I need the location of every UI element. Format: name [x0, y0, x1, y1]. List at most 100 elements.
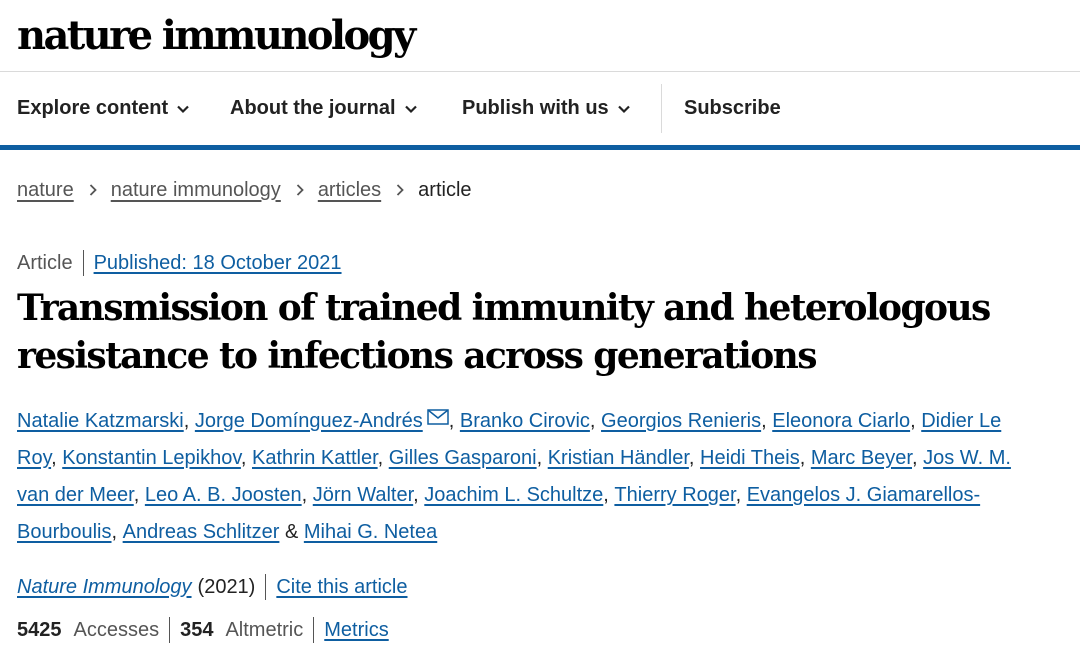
metrics-link[interactable]: Metrics: [324, 618, 389, 641]
author-item: Marc Beyer,: [811, 447, 923, 469]
author-link[interactable]: Didier Le Roy: [17, 410, 1002, 469]
journal-link[interactable]: Nature Immunology: [17, 575, 192, 598]
published-date-link[interactable]: Published: 18 October 2021: [93, 251, 342, 274]
author-link[interactable]: Joachim L. Schultze: [424, 484, 604, 506]
nav-explore-content-label: Explore content: [17, 97, 169, 119]
author-link[interactable]: Kristian Händler: [547, 447, 689, 469]
author-separator: ,: [688, 447, 701, 469]
accesses-count: 5425: [17, 618, 62, 641]
author-separator: &: [279, 521, 304, 543]
breadcrumb-nature-immunology[interactable]: nature immunology: [110, 178, 281, 201]
author-link[interactable]: Heidi Theis: [700, 447, 800, 469]
author-link[interactable]: Konstantin Lepikhov: [62, 447, 241, 469]
author-link[interactable]: Evangelos J. Giamarellos-Bourboulis: [17, 484, 981, 543]
author-item: Kathrin Kattler,: [252, 447, 389, 469]
author-link[interactable]: Natalie Katzmarski: [17, 410, 184, 432]
article-type: Article: [17, 251, 73, 274]
author-link[interactable]: Andreas Schlitzer: [122, 521, 280, 543]
author-separator: ,: [603, 484, 615, 506]
nav-explore-content[interactable]: Explore content: [17, 72, 190, 145]
chevron-down-icon: [404, 105, 417, 113]
author-separator: ,: [448, 410, 460, 432]
metrics-divider: [169, 617, 171, 643]
breadcrumb-articles[interactable]: articles: [317, 178, 382, 201]
author-link[interactable]: Jörn Walter: [312, 484, 414, 506]
author-separator: ,: [111, 521, 123, 543]
publication-year: (2021): [197, 575, 256, 598]
author-item: Evangelos J. Giamarellos-Bourboulis,: [17, 484, 980, 543]
author-item: Joachim L. Schultze,: [424, 484, 614, 506]
article-title: Transmission of trained immunity and het…: [17, 287, 991, 377]
altmetric-count: 354: [180, 618, 214, 641]
author-item: Mihai G. Netea: [304, 521, 437, 543]
chevron-right-icon: [296, 184, 304, 196]
author-link[interactable]: Jos W. M. van der Meer: [17, 447, 1011, 506]
author-separator: ,: [183, 410, 195, 432]
author-link[interactable]: Branko Cirovic: [459, 410, 590, 432]
author-separator: ,: [301, 484, 313, 506]
author-list: Natalie Katzmarski, Jorge Domínguez-Andr…: [17, 403, 1027, 551]
chevron-right-icon: [89, 184, 97, 196]
chevron-right-icon: [397, 184, 404, 196]
author-item: Gilles Gasparoni,: [389, 447, 548, 469]
author-link[interactable]: Leo A. B. Joosten: [144, 484, 302, 506]
breadcrumb-current: article: [418, 178, 472, 201]
author-link[interactable]: Marc Beyer: [810, 447, 912, 469]
chevron-down-icon: [617, 105, 630, 113]
main-nav: Explore content About the journal Publis…: [0, 72, 1080, 150]
author-item: Konstantin Lepikhov,: [62, 447, 252, 469]
site-header: nature immunology: [0, 0, 1080, 72]
author-separator: ,: [133, 484, 145, 506]
author-item: Jos W. M. van der Meer,: [17, 447, 1011, 506]
author-item: Thierry Roger,: [614, 484, 746, 506]
author-separator: ,: [735, 484, 747, 506]
author-separator: ,: [413, 484, 425, 506]
breadcrumb-nature[interactable]: nature: [17, 178, 74, 201]
author-item: Kristian Händler,: [548, 447, 700, 469]
citation-line: Nature Immunology (2021) Cite this artic…: [17, 574, 408, 600]
author-link[interactable]: Jorge Domínguez-Andrés: [194, 410, 423, 432]
mail-icon[interactable]: [426, 409, 449, 425]
author-separator: ,: [536, 447, 548, 469]
author-item: Heidi Theis,: [700, 447, 811, 469]
author-link[interactable]: Mihai G. Netea: [303, 521, 438, 543]
author-item: Natalie Katzmarski,: [17, 410, 195, 432]
article-metrics: 5425 Accesses 354 Altmetric Metrics: [17, 617, 389, 643]
nav-about-journal[interactable]: About the journal: [230, 72, 418, 145]
author-separator: ,: [589, 410, 602, 432]
author-item: Leo A. B. Joosten,: [145, 484, 313, 506]
author-item: Eleonora Ciarlo,: [772, 410, 921, 432]
accesses-label: Accesses: [73, 618, 160, 641]
author-link[interactable]: Kathrin Kattler: [252, 447, 378, 469]
author-link[interactable]: Gilles Gasparoni: [388, 447, 537, 469]
metrics-divider: [313, 617, 315, 643]
author-separator: ,: [51, 447, 63, 469]
author-link[interactable]: Eleonora Ciarlo: [772, 410, 911, 432]
author-separator: ,: [377, 447, 389, 469]
author-separator: ,: [799, 447, 811, 469]
cite-this-article-link[interactable]: Cite this article: [276, 575, 408, 598]
breadcrumb: nature nature immunology articles articl…: [17, 177, 472, 203]
author-link[interactable]: Georgios Renieris: [601, 410, 762, 432]
author-item: Jorge Domínguez-Andrés,: [194, 409, 460, 432]
journal-logo[interactable]: nature immunology: [17, 12, 416, 59]
citation-divider: [265, 574, 267, 600]
author-separator: ,: [761, 410, 773, 432]
author-item: Branko Cirovic,: [460, 410, 601, 432]
article-meta: Article Published: 18 October 2021: [17, 250, 342, 276]
chevron-down-icon: [177, 105, 189, 113]
nav-about-journal-label: About the journal: [230, 97, 396, 119]
author-separator: ,: [910, 410, 922, 432]
author-link[interactable]: Thierry Roger: [614, 484, 736, 506]
author-separator: ,: [912, 447, 924, 469]
author-item: Jörn Walter,: [313, 484, 425, 506]
subscribe-link[interactable]: Subscribe: [684, 97, 781, 119]
altmetric-label: Altmetric: [225, 618, 304, 641]
author-item: Georgios Renieris,: [601, 410, 772, 432]
author-item: Andreas Schlitzer &: [123, 521, 304, 543]
nav-publish-with-us-label: Publish with us: [462, 97, 609, 119]
meta-divider: [82, 250, 84, 276]
author-item: Didier Le Roy,: [17, 410, 1001, 469]
nav-publish-with-us[interactable]: Publish with us: [462, 72, 631, 145]
author-separator: ,: [240, 447, 252, 469]
